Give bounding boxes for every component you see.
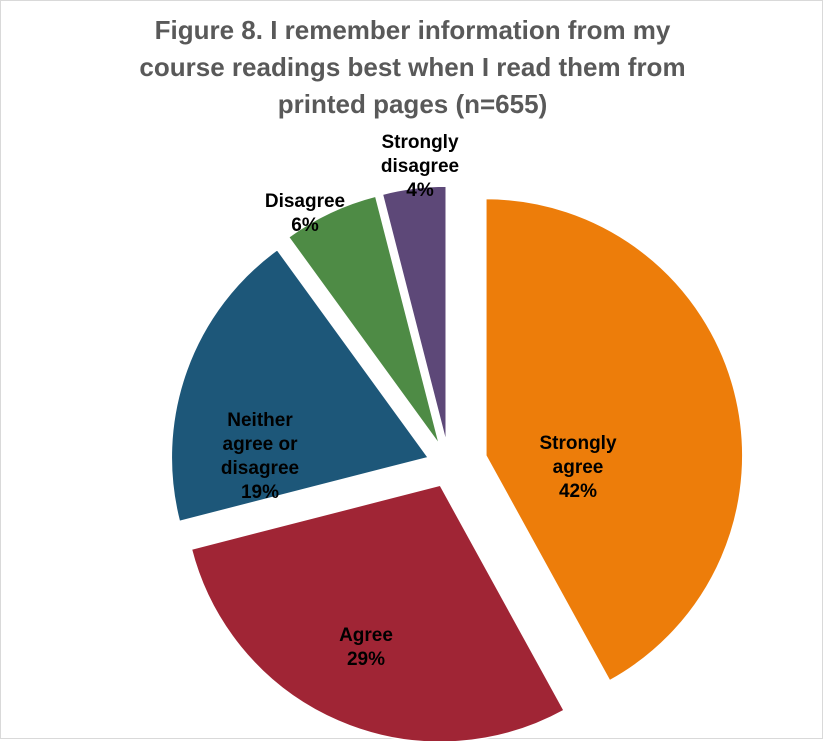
data-label-line: disagree [381,156,459,177]
data-label-line: Strongly [381,132,458,153]
pie-slice-strongly-agree [485,197,744,682]
data-label-line: agree or [223,434,299,455]
data-label-line: Disagree [265,191,345,212]
data-label-line: Strongly [539,433,616,454]
data-label-line: Neither [227,410,293,431]
pie-slice-neither-agree-or-disagree [170,248,430,523]
data-label-line: agree [553,457,604,478]
chart-title-line-3: printed pages (n=655) [277,89,548,119]
data-label-percent: 42% [559,481,597,502]
pie-slices [170,185,744,741]
data-label-strongly-agree: Strongly agree 42% [539,433,616,502]
chart-title-line-2: course readings best when I read them fr… [139,52,686,82]
data-label-percent: 29% [347,649,385,670]
data-label-percent: 19% [241,482,279,503]
chart-title-line-1: Figure 8. I remember information from my [154,15,671,45]
data-label-strongly-disagree: Strongly disagree 4% [381,132,459,201]
data-label-agree: Agree 29% [339,625,393,670]
data-label-line: disagree [221,458,299,479]
pie-labels: Strongly agree 42% Agree 29% Neither agree or d… [221,132,617,670]
pie-slice-strongly-disagree [381,185,447,444]
data-label-disagree: Disagree 6% [265,191,345,236]
data-label-percent: 6% [291,215,319,236]
data-label-percent: 4% [406,180,434,201]
chart-title: Figure 8. I remember information from my… [0,12,825,123]
data-label-line: Agree [339,625,393,646]
pie-slice-disagree [287,195,441,446]
data-label-neither-agree-or-disagree: Neither agree or disagree 19% [221,410,299,503]
pie-slice-agree [190,484,566,741]
